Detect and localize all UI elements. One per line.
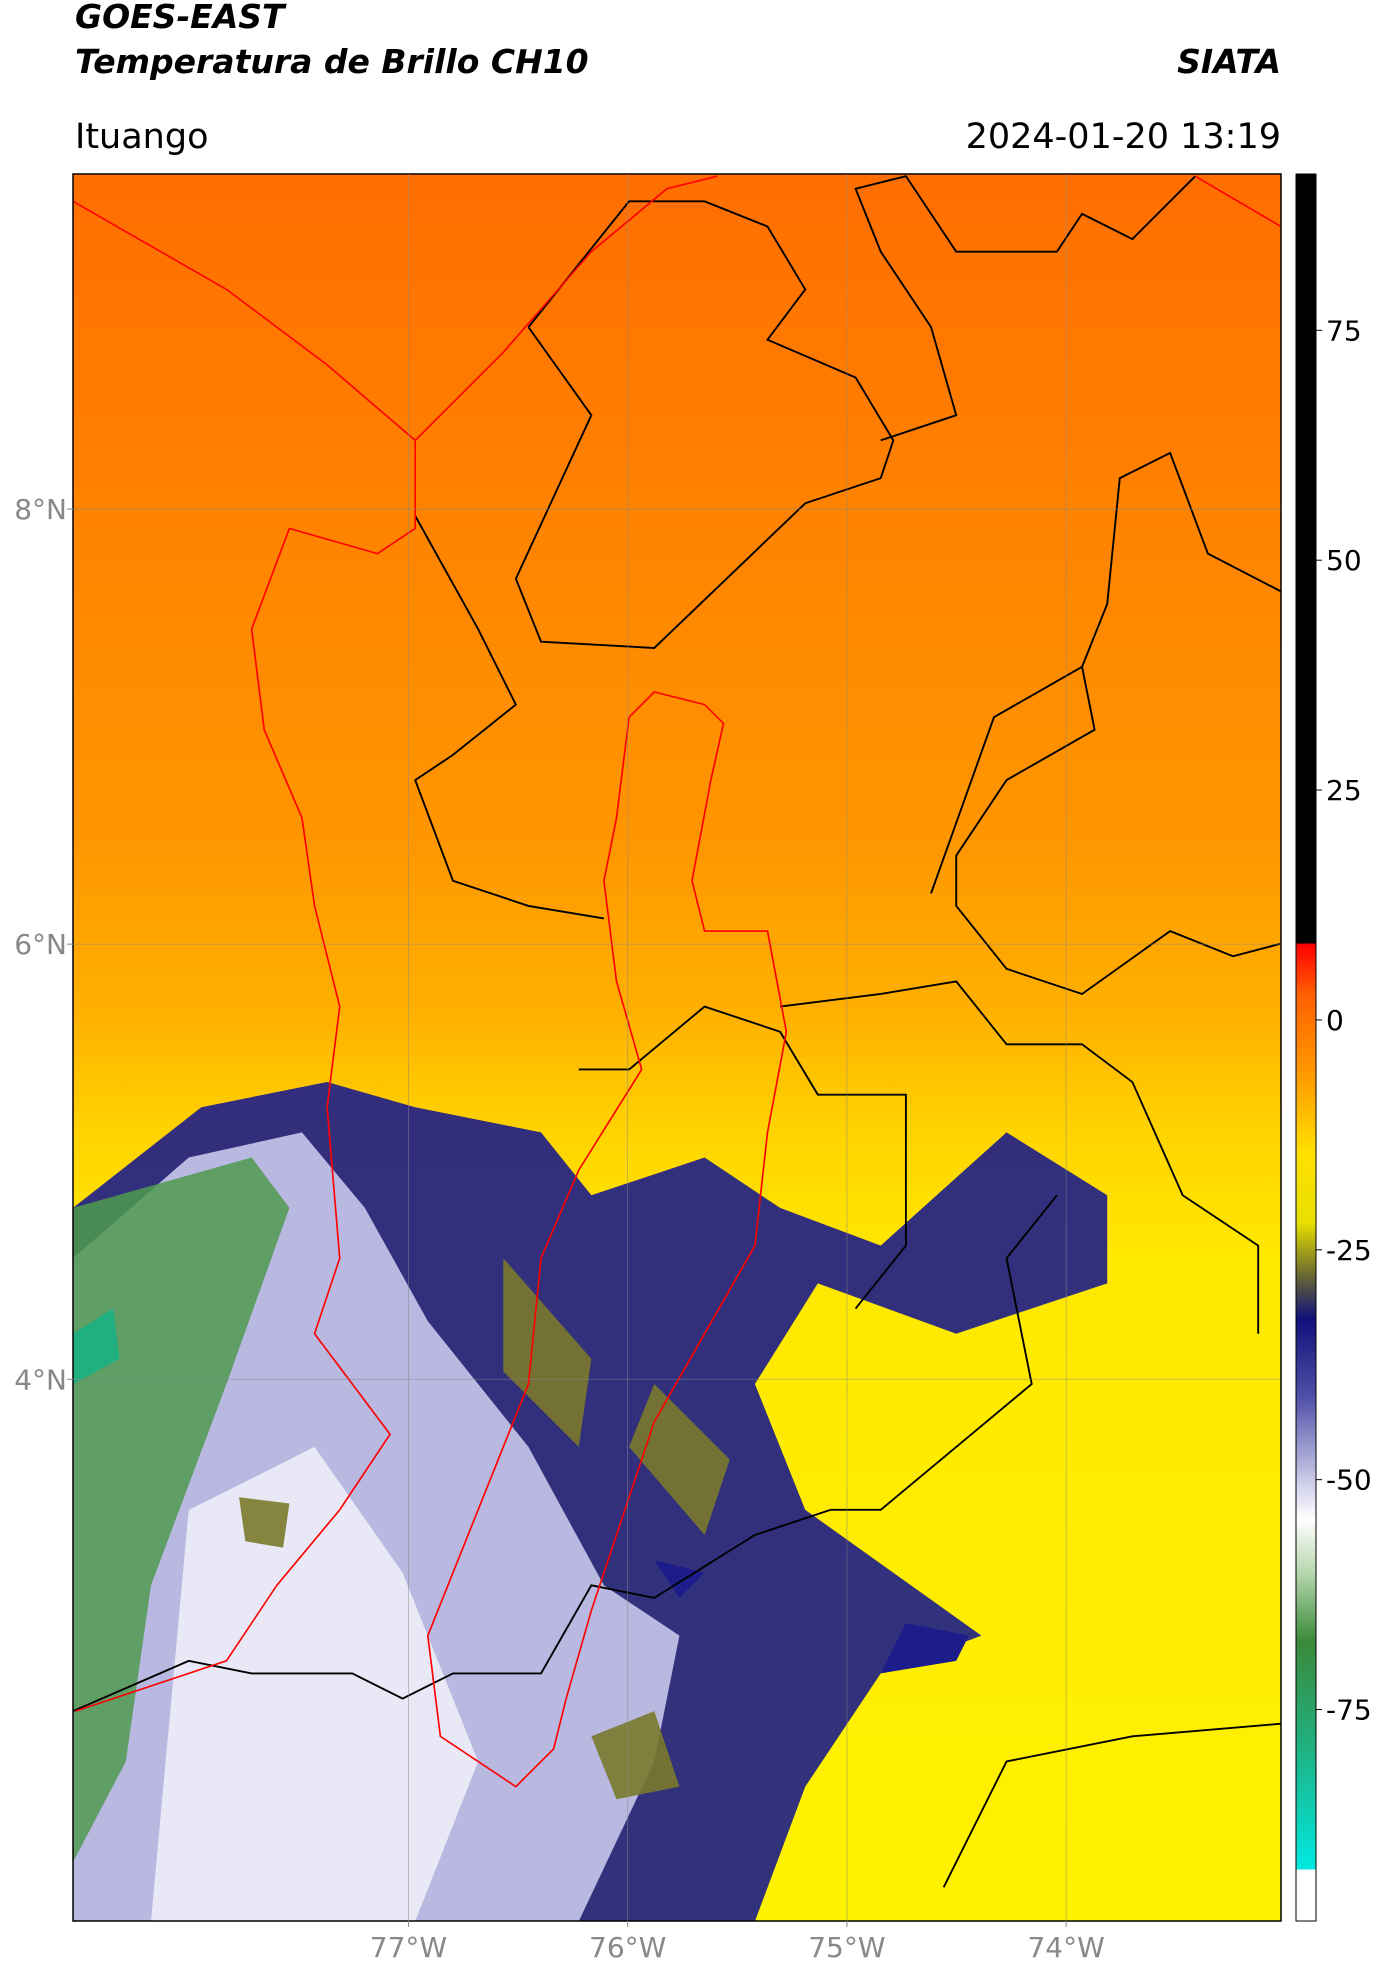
map-border <box>72 173 1282 1922</box>
title: GOES-EAST <box>75 0 287 36</box>
colorbar-tick-label: 0 <box>1326 1004 1344 1037</box>
credit: SIATA <box>1177 42 1281 81</box>
x-tick-label: 77°W <box>370 1931 447 1964</box>
colorbar-tick-label: 75 <box>1326 314 1362 347</box>
x-tick-label: 76°W <box>589 1931 666 1964</box>
colorbar-tick-label: -50 <box>1326 1464 1372 1497</box>
map-image <box>72 173 1281 1922</box>
colorbar-tick-label: 25 <box>1326 774 1362 807</box>
map-frame <box>72 173 1317 1922</box>
subtitle: Temperatura de Brillo CH10 <box>75 42 589 81</box>
x-tick-label: 75°W <box>808 1931 885 1964</box>
colorbar-tick-label: 50 <box>1326 544 1362 577</box>
y-tick-label: 8°N <box>14 493 67 526</box>
y-tick-label: 6°N <box>14 928 67 961</box>
y-tick-label: 4°N <box>14 1363 67 1396</box>
colorbar-tick-label: -25 <box>1326 1234 1372 1267</box>
colorbar-tick-label: -75 <box>1326 1694 1372 1727</box>
datetime: 2024-01-20 13:19 <box>966 117 1281 157</box>
x-tick-label: 74°W <box>1027 1931 1104 1964</box>
location: Ituango <box>75 117 209 157</box>
colorbar <box>1295 173 1317 1922</box>
